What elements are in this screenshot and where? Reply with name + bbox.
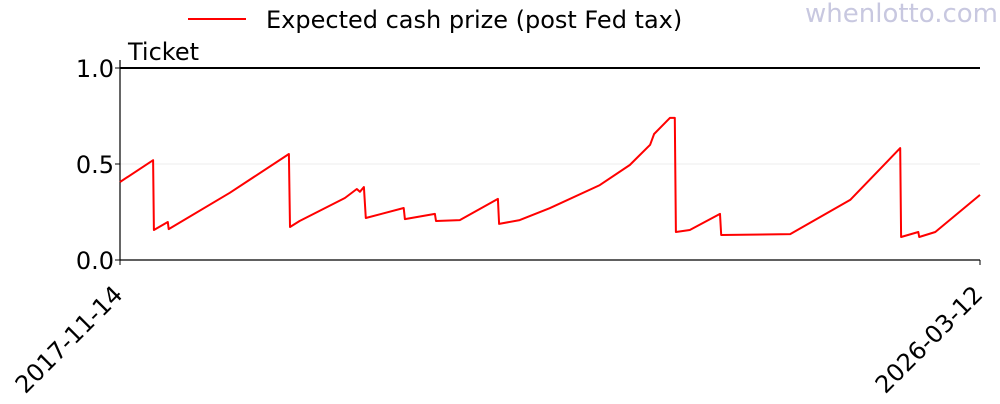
y-axis-label: Ticket	[127, 38, 199, 66]
y-tick-label: 0.5	[76, 151, 114, 179]
series-line-expected-cash-prize	[119, 116, 981, 238]
legend-label: Expected cash prize (post Fed tax)	[266, 6, 682, 34]
x-tick-label: 2017-11-14	[10, 280, 128, 398]
legend: Expected cash prize (post Fed tax)	[188, 6, 682, 34]
x-tick-label: 2026-03-12	[870, 280, 988, 398]
watermark: whenlotto.com	[805, 0, 998, 29]
y-tick-label: 0.0	[76, 247, 114, 275]
y-tick-label: 1.0	[76, 55, 114, 83]
